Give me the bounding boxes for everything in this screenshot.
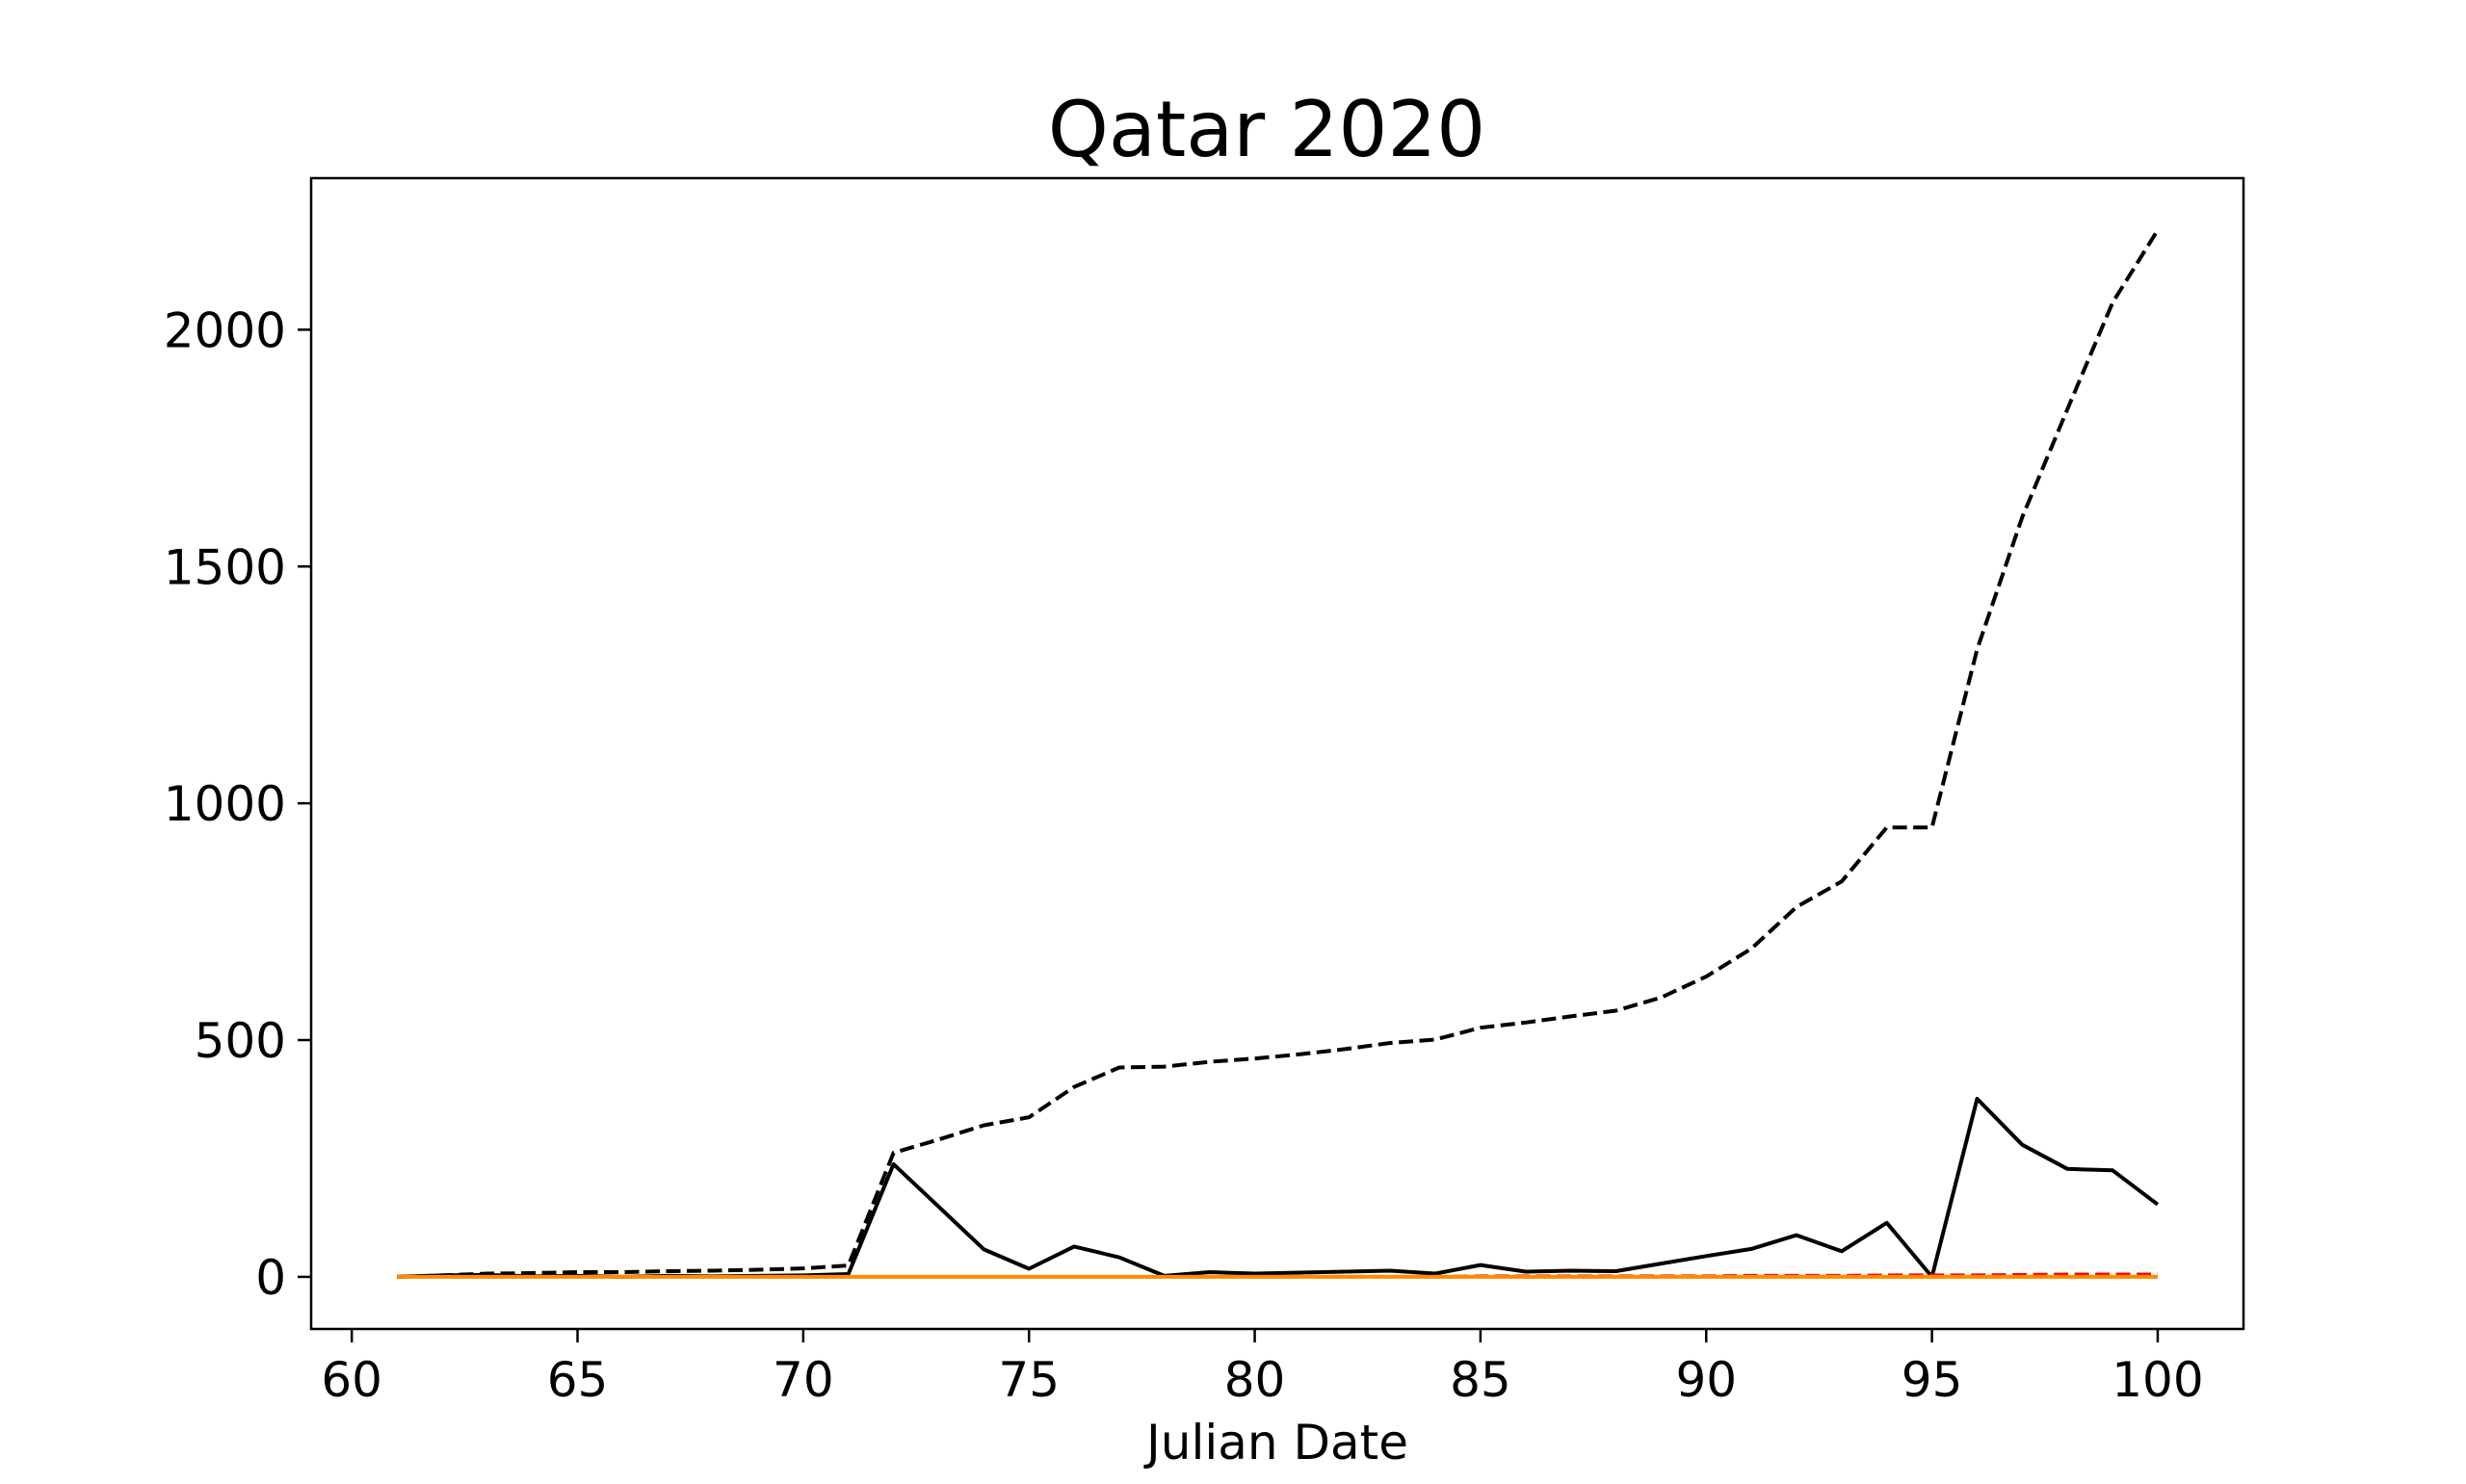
y-axis: 0 500 1000 1500 2000 bbox=[164, 302, 311, 1306]
series-line-solid-black bbox=[397, 1097, 2160, 1279]
y-tick-label: 2000 bbox=[164, 302, 286, 358]
x-tick-label: 95 bbox=[1902, 1352, 1963, 1408]
y-tick-label: 1500 bbox=[164, 539, 286, 595]
x-tick-label: 100 bbox=[2112, 1352, 2203, 1408]
y-tick-label: 500 bbox=[195, 1013, 286, 1069]
x-tick-label: 80 bbox=[1224, 1352, 1286, 1408]
x-tick-label: 65 bbox=[547, 1352, 609, 1408]
x-tick-label: 70 bbox=[773, 1352, 834, 1408]
y-tick-label: 0 bbox=[255, 1250, 286, 1306]
x-tick-label: 75 bbox=[998, 1352, 1060, 1408]
plot-area-frame bbox=[309, 176, 2245, 1331]
x-axis-label: Julian Date bbox=[1143, 1415, 1408, 1471]
x-tick-label: 60 bbox=[321, 1352, 382, 1408]
chart-title: Qatar 2020 bbox=[1048, 85, 1485, 174]
y-tick-label: 1000 bbox=[164, 776, 286, 832]
x-tick-label: 85 bbox=[1450, 1352, 1511, 1408]
series-layer bbox=[397, 229, 2160, 1279]
series-line-dashed-black bbox=[397, 229, 2160, 1279]
x-axis: 60 65 70 75 80 85 90 95 100 bbox=[321, 1329, 2204, 1408]
x-tick-label: 90 bbox=[1675, 1352, 1737, 1408]
